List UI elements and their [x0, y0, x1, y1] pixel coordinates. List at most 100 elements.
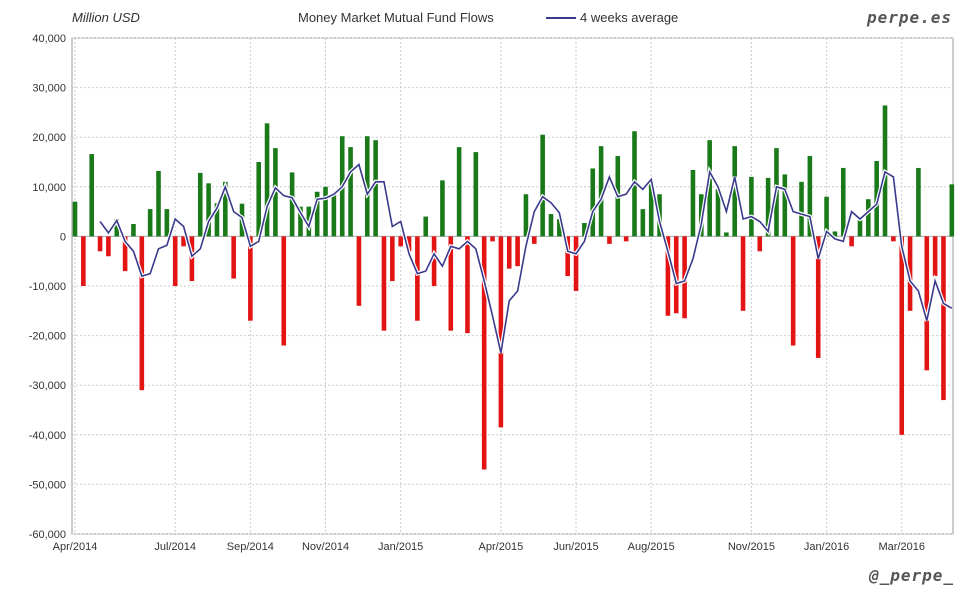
- inflow-bar: [582, 223, 587, 237]
- inflow-bar: [214, 203, 220, 237]
- outflow-bar: [565, 236, 570, 277]
- inflow-bar: [590, 168, 596, 237]
- inflow-bar: [749, 176, 754, 237]
- outflow-bar: [815, 236, 821, 358]
- y-tick-label: -40,000: [29, 430, 66, 442]
- outflow-bar: [248, 236, 253, 321]
- outflow-bar: [490, 236, 495, 242]
- outflow-bar: [448, 236, 454, 331]
- inflow-bar: [164, 209, 170, 237]
- axes: -60,000 -50,000 -40,000 -30,000 -20,000 -10,0…: [29, 33, 925, 553]
- inflow-bar: [840, 167, 846, 237]
- outflow-bar: [106, 236, 111, 257]
- inflow-bar: [732, 146, 738, 237]
- y-tick-label: 0: [60, 231, 66, 243]
- outflow-bar: [465, 236, 470, 334]
- y-tick-label: -20,000: [29, 331, 66, 343]
- x-tick-label: Mar/2016: [878, 541, 924, 553]
- inflow-bar: [298, 206, 303, 237]
- y-tick-label: 40,000: [32, 33, 66, 45]
- x-tick-label: Jan/2016: [804, 541, 849, 553]
- inflow-bar: [949, 184, 955, 237]
- outflow-bar: [673, 236, 679, 314]
- x-tick-label: Jul/2014: [154, 541, 196, 553]
- inflow-bar: [540, 134, 545, 237]
- y-tick-label: 30,000: [32, 83, 66, 95]
- inflow-bar: [765, 177, 771, 237]
- legend-series-label: 4 weeks average: [580, 10, 679, 25]
- inflow-bar: [289, 172, 295, 237]
- inflow-bar: [557, 219, 562, 237]
- inflow-bar: [782, 174, 788, 237]
- inflow-bar: [256, 162, 262, 237]
- x-tick-label: Jun/2015: [553, 541, 598, 553]
- outflow-bar: [849, 236, 854, 247]
- outflow-bar: [515, 236, 520, 267]
- outflow-bar: [398, 236, 403, 247]
- inflow-bar: [857, 220, 863, 237]
- inflow-bar: [323, 186, 328, 237]
- grid-lines: [71, 37, 954, 535]
- legend-line-swatch: [546, 16, 576, 19]
- y-tick-label: 20,000: [32, 132, 66, 144]
- inflow-bar: [264, 123, 270, 237]
- average-line-group: [98, 160, 953, 354]
- inflow-bar: [114, 219, 120, 237]
- inflow-bar: [916, 167, 921, 237]
- brand-label: perpe.es: [866, 8, 952, 27]
- outflow-bar: [941, 236, 946, 401]
- outflow-bar: [531, 236, 537, 244]
- y-tick-label: -30,000: [29, 380, 66, 392]
- inflow-bar: [156, 170, 161, 237]
- y-tick-label: -10,000: [29, 281, 66, 293]
- outflow-bar: [81, 236, 86, 286]
- outflow-bar: [924, 236, 930, 371]
- outflow-bar: [607, 236, 612, 244]
- x-tick-label: Jan/2015: [378, 541, 423, 553]
- outflow-bar: [790, 236, 796, 346]
- inflow-bar: [423, 216, 429, 237]
- x-tick-label: Sep/2014: [227, 541, 274, 553]
- inflow-bar: [89, 154, 94, 237]
- outflow-bar: [172, 236, 178, 286]
- average-line: [99, 163, 953, 354]
- outflow-bar: [481, 236, 487, 470]
- outflow-bar: [498, 236, 504, 428]
- outflow-bar: [356, 236, 362, 306]
- y-tick-label: 10,000: [32, 182, 66, 194]
- outflow-bar: [139, 236, 145, 391]
- inflow-bar: [824, 196, 829, 237]
- x-tick-label: Apr/2015: [479, 541, 524, 553]
- outflow-bar: [665, 236, 671, 316]
- inflow-bar: [364, 136, 370, 237]
- inflow-bar: [523, 194, 529, 237]
- outflow-bar: [97, 236, 103, 252]
- outflow-bar: [573, 236, 579, 291]
- inflow-bar: [314, 191, 320, 237]
- inflow-bar: [331, 194, 337, 237]
- outflow-bar: [899, 236, 905, 435]
- outflow-bar: [891, 236, 896, 242]
- inflow-bar: [715, 189, 721, 237]
- y-tick-label: -50,000: [29, 479, 66, 491]
- x-tick-label: Nov/2014: [302, 541, 349, 553]
- outflow-bar: [281, 236, 287, 346]
- inflow-bar: [223, 181, 228, 237]
- inflow-bar: [598, 146, 604, 237]
- chart-title: Money Market Mutual Fund Flows: [298, 10, 494, 25]
- inflow-bar: [807, 156, 813, 237]
- inflow-bar: [131, 224, 136, 237]
- inflow-bar: [866, 199, 871, 237]
- outflow-bar: [431, 236, 437, 286]
- unit-label: Million USD: [72, 10, 140, 25]
- outflow-bar: [381, 236, 387, 331]
- y-tick-label: -60,000: [29, 529, 66, 541]
- x-tick-label: Apr/2014: [53, 541, 98, 553]
- inflow-bar: [373, 140, 378, 237]
- inflow-bar: [799, 181, 804, 237]
- outflow-bar: [757, 236, 763, 252]
- inflow-bar: [72, 201, 78, 237]
- inflow-bar: [707, 140, 712, 237]
- inflow-bar: [456, 147, 462, 237]
- inflow-bar: [147, 209, 153, 237]
